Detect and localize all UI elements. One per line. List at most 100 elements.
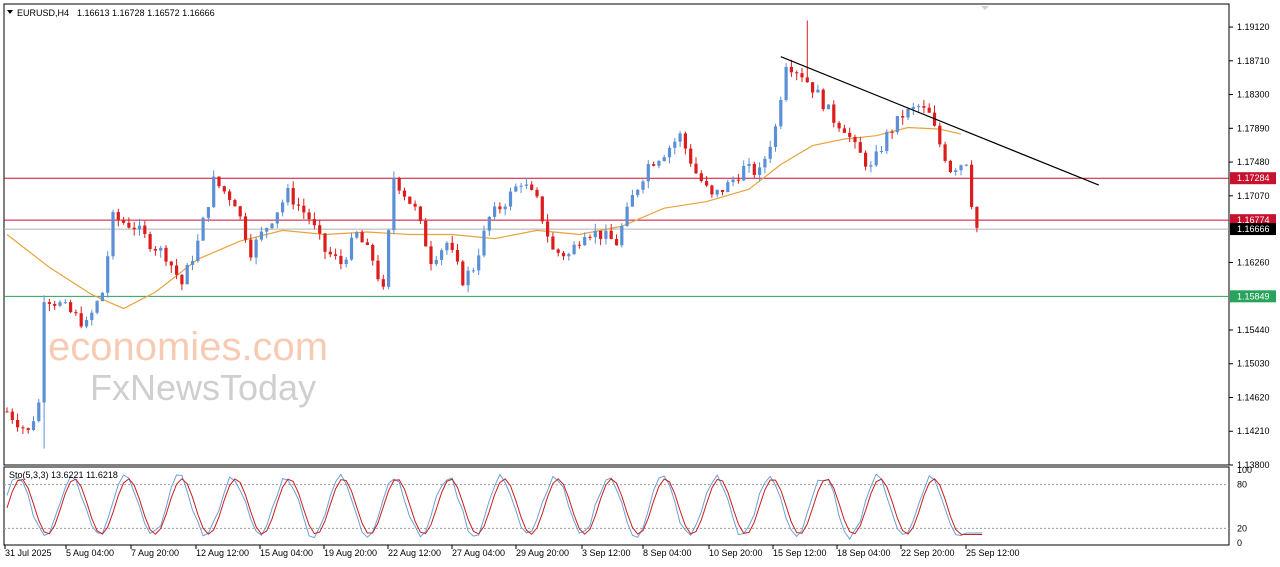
candle-body [710, 185, 714, 195]
candle-body [296, 204, 301, 206]
candle-body [79, 313, 83, 327]
candle-body [784, 67, 788, 100]
candle-body [906, 108, 910, 118]
candle-body [773, 126, 778, 147]
candle-body [238, 206, 242, 217]
candle-body [625, 206, 629, 226]
price-tag-label: 1.16774 [1237, 215, 1270, 225]
candle-body [657, 160, 661, 166]
candle-body [895, 116, 899, 133]
candle-body [551, 236, 555, 250]
stochastic-signal-line [6, 478, 983, 536]
candle-body [69, 302, 73, 313]
candle-body [816, 89, 820, 93]
candle-body [869, 165, 873, 167]
candle-body [371, 244, 375, 261]
candle-body [726, 182, 730, 193]
resistance-trendline[interactable] [780, 56, 1100, 186]
moving-average [6, 126, 962, 310]
candle-body [922, 106, 926, 108]
sto-level-label: 20 [1237, 523, 1247, 533]
candle-body [233, 199, 237, 207]
collapse-arrow-icon[interactable] [7, 10, 13, 14]
time-tick-label: 15 Sep 12:00 [773, 548, 827, 558]
time-tick-label: 29 Aug 20:00 [516, 548, 569, 558]
candle-body [901, 116, 905, 118]
candle-body [424, 220, 428, 247]
candle-body [307, 212, 311, 220]
candle-body [84, 319, 89, 327]
candle-body [715, 189, 719, 195]
candle-body [450, 242, 454, 250]
candle-body [365, 242, 369, 245]
candle-body [858, 142, 862, 153]
stochastic-levels: 100 80 20 0 [4, 465, 1252, 548]
candle-body [16, 420, 20, 428]
candle-body [387, 230, 391, 287]
sto-level-label: 100 [1237, 465, 1252, 475]
candle-body [249, 239, 253, 258]
candle-body [832, 104, 836, 123]
time-tick-label: 7 Aug 20:00 [131, 548, 179, 558]
candle-body [720, 189, 725, 193]
candle-body [683, 133, 687, 149]
candle-body [180, 274, 184, 285]
candle-body [593, 230, 597, 238]
candle-body [90, 312, 94, 320]
candle-body [265, 228, 269, 232]
candle-body [493, 206, 497, 217]
candle-body [599, 230, 603, 239]
candle-body [196, 240, 200, 262]
trendline[interactable] [780, 56, 1100, 186]
watermark-fxnewstoday: FxNewsToday [90, 367, 316, 408]
candle-body [546, 221, 550, 237]
symbol-label: EURUSD,H4 [17, 8, 69, 18]
candle-body [228, 191, 232, 200]
candle-body [938, 125, 942, 145]
price-tick-label: 1.17480 [1237, 157, 1270, 167]
candle-body [175, 265, 179, 275]
candle-body [455, 249, 460, 262]
candle-body [164, 247, 168, 262]
price-axis: 1.19120 1.18710 1.18300 1.17890 1.17480 1.170… [1229, 22, 1270, 470]
candle-body [201, 217, 205, 241]
price-tag-label: 1.15849 [1237, 291, 1270, 301]
time-tick-label: 22 Sep 20:00 [901, 548, 955, 558]
candle-body [699, 173, 703, 182]
time-tick-label: 18 Sep 04:00 [837, 548, 891, 558]
candle-body [169, 261, 173, 266]
candle-body [694, 163, 698, 174]
chart-header: EURUSD,H4 1.16613 1.16728 1.16572 1.1666… [7, 6, 989, 18]
candle-body [848, 132, 852, 137]
candle-body [106, 256, 110, 293]
candle-body [800, 73, 804, 78]
candle-body [970, 164, 974, 207]
candle-body [662, 157, 666, 161]
candle-body [254, 239, 258, 258]
candle-body [74, 312, 78, 314]
candle-body [42, 302, 46, 403]
candle-body [53, 303, 57, 306]
watermark: economies.com FxNewsToday [48, 325, 328, 408]
candle-body [540, 196, 544, 222]
candle-body [397, 177, 401, 191]
candle-body [864, 152, 868, 167]
candle-body [768, 146, 772, 159]
price-tick-label: 1.18300 [1237, 90, 1270, 100]
candle-body [132, 227, 136, 230]
candle-body [795, 72, 799, 74]
candlesticks [5, 20, 979, 449]
candle-body [498, 206, 502, 210]
candle-body [344, 259, 348, 265]
price-tick-label: 1.15030 [1237, 359, 1270, 369]
candle-body [964, 164, 968, 166]
candle-body [577, 244, 581, 246]
main-pane-frame [3, 3, 1230, 466]
candle-body [567, 254, 571, 257]
candle-body [572, 244, 576, 255]
candle-body [487, 216, 491, 231]
candle-body [805, 77, 809, 83]
candle-body [111, 212, 115, 257]
stochastic-main-line [6, 473, 983, 541]
